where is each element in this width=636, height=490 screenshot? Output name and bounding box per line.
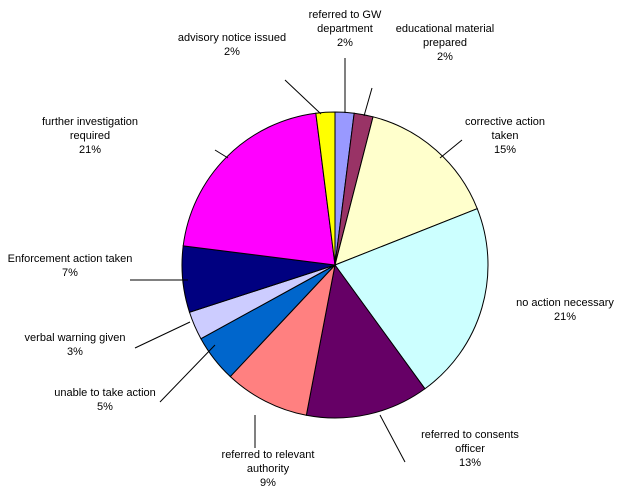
- slice-label: referred to relevant authority 9%: [213, 448, 323, 490]
- value-label: 9%: [260, 477, 276, 489]
- value-label: 2%: [437, 51, 453, 63]
- pie-slice: [334, 208, 489, 390]
- pie-slice: [305, 263, 426, 419]
- leader-line: [379, 414, 406, 463]
- slice-label: educational material prepared 2%: [390, 22, 500, 64]
- slice-label: Enforcement action taken 7%: [5, 252, 135, 280]
- value-label: 21%: [78, 144, 102, 156]
- leader-line: [439, 139, 463, 159]
- pie-slice: [229, 263, 336, 416]
- category-label: verbal warning given: [24, 332, 126, 344]
- slice-label: further investigation required 21%: [25, 115, 155, 157]
- category-label: educational material prepared: [395, 23, 495, 49]
- category-label: referred to relevant authority: [221, 449, 315, 475]
- category-label: no action necessary: [516, 297, 614, 309]
- slice-label: referred to consents officer 13%: [415, 428, 525, 470]
- value-label: 21%: [553, 311, 577, 323]
- value-label: 5%: [97, 401, 113, 413]
- category-label: referred to GW department: [308, 9, 382, 35]
- value-label: 15%: [493, 144, 517, 156]
- leader-line: [363, 87, 373, 117]
- leader-line: [159, 344, 216, 403]
- slice-label: corrective action taken 15%: [460, 115, 550, 157]
- slice-label: referred to GW department 2%: [295, 8, 395, 50]
- category-label: unable to take action: [54, 387, 156, 399]
- pie-slice: [315, 111, 336, 266]
- value-label: 3%: [67, 346, 83, 358]
- slice-label: no action necessary 21%: [510, 296, 620, 324]
- category-label: corrective action taken: [464, 116, 546, 142]
- leader-line: [134, 321, 191, 349]
- pie-slice: [182, 112, 336, 266]
- value-label: 7%: [62, 267, 78, 279]
- category-label: advisory notice issued: [177, 32, 287, 44]
- value-label: 13%: [458, 457, 482, 469]
- category-label: Enforcement action taken: [7, 253, 133, 265]
- slice-label: verbal warning given 3%: [10, 331, 140, 359]
- leader-line: [284, 79, 322, 115]
- value-label: 2%: [337, 37, 353, 49]
- category-label: further investigation required: [42, 116, 138, 142]
- value-label: 2%: [224, 46, 240, 58]
- category-label: referred to consents officer: [421, 429, 519, 455]
- slice-label: unable to take action 5%: [50, 386, 160, 414]
- leader-line: [214, 149, 229, 159]
- slice-label: advisory notice issued 2%: [177, 31, 287, 59]
- pie-slice: [334, 116, 478, 266]
